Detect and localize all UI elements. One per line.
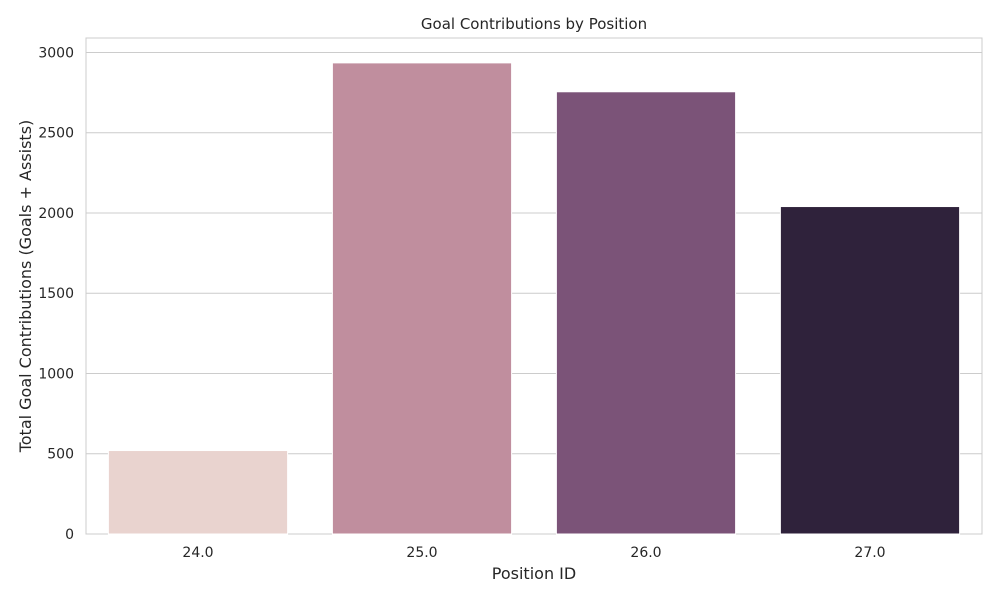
y-tick-label: 3000 (38, 45, 74, 61)
y-tick-label: 500 (47, 447, 74, 463)
chart-title: Goal Contributions by Position (421, 15, 647, 33)
y-tick-label: 1000 (38, 366, 74, 382)
y-tick-labels: 0 500 1000 1500 2000 2500 3000 (38, 45, 74, 543)
y-tick-label: 0 (65, 527, 74, 543)
x-axis-label: Position ID (492, 564, 576, 583)
bar-26-0 (555, 91, 737, 535)
y-tick-label: 2500 (38, 126, 74, 142)
x-tick-label: 26.0 (630, 545, 661, 561)
bar-25-0 (331, 62, 513, 535)
y-tick-label: 1500 (38, 286, 74, 302)
bars (107, 62, 961, 535)
bar-24-0 (107, 450, 289, 535)
y-tick-label: 2000 (38, 206, 74, 222)
x-tick-labels: 24.0 25.0 26.0 27.0 (182, 545, 885, 561)
x-tick-label: 25.0 (406, 545, 437, 561)
x-tick-label: 24.0 (182, 545, 213, 561)
y-axis-label: Total Goal Contributions (Goals + Assist… (16, 120, 35, 454)
bar-27-0 (779, 206, 961, 535)
x-tick-label: 27.0 (854, 545, 885, 561)
